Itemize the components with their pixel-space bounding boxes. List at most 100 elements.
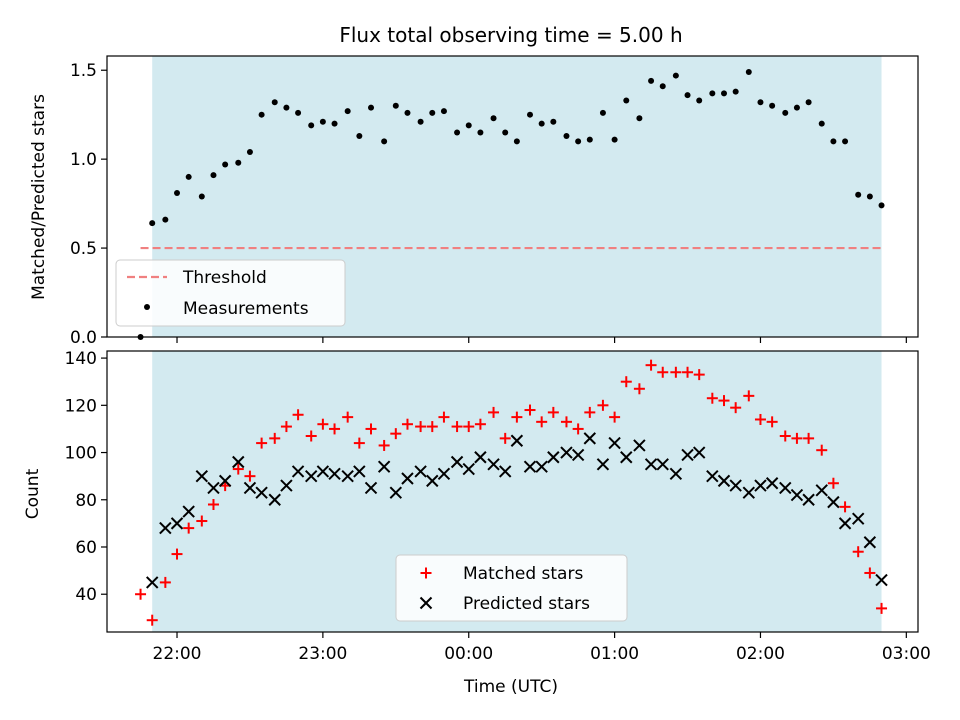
predicted-star-point <box>328 467 341 480</box>
measurement-point <box>271 99 278 106</box>
measurement-point <box>709 90 716 97</box>
measurement-point <box>782 109 789 116</box>
legend-predicted-swatch <box>419 596 433 610</box>
matched-star-point <box>244 470 256 482</box>
legend-box <box>395 554 628 622</box>
predicted-star-mark <box>195 469 209 483</box>
predicted-star-point <box>633 439 646 452</box>
bottom-y-tick-label: 80 <box>75 491 97 511</box>
measurement-point <box>818 120 825 127</box>
measurement-point <box>308 122 315 129</box>
measurement-point <box>805 99 812 106</box>
predicted-star-point <box>159 521 172 535</box>
predicted-star-point <box>790 488 804 502</box>
matched-star-point <box>816 444 828 456</box>
measurement-point <box>611 136 618 143</box>
measurement-point <box>246 149 253 156</box>
top-y-tick-label: 1.0 <box>70 150 97 170</box>
predicted-star-mark <box>182 505 195 518</box>
measurement-point <box>502 129 509 136</box>
matched-star-point <box>305 430 317 442</box>
predicted-star-point <box>523 460 537 473</box>
measurement-point <box>368 104 375 111</box>
matched-star-point <box>852 546 864 558</box>
predicted-star-point <box>510 434 524 447</box>
predicted-star-point <box>838 517 852 530</box>
predicted-star-mark <box>207 481 220 495</box>
predicted-star-point <box>305 469 318 483</box>
measurement-point <box>295 109 302 116</box>
measurement-point <box>793 104 800 111</box>
matched-star-point <box>135 588 147 600</box>
matched-star-point <box>401 418 413 430</box>
predicted-star-point <box>170 517 184 530</box>
measurement-point <box>878 202 885 209</box>
predicted-star-point <box>474 451 487 464</box>
top-y-tick-label: 0.5 <box>70 239 97 259</box>
predicted-star-mark <box>547 451 560 464</box>
predicted-star-mark <box>437 467 451 480</box>
predicted-star-mark <box>341 469 354 483</box>
predicted-star-mark <box>560 446 573 459</box>
measurement-point <box>404 109 411 116</box>
top-legend: Threshold Measurements <box>115 259 346 327</box>
measurement-point <box>648 77 655 84</box>
top-y-axis-label: Matched/Predicted stars <box>29 94 49 300</box>
matched-star-point <box>488 406 500 418</box>
matched-star-point <box>839 501 851 513</box>
bottom-axes-frame <box>106 350 919 633</box>
matched-star-point <box>511 411 523 423</box>
measurement-point <box>538 120 545 127</box>
measurement-point <box>477 129 484 136</box>
predicted-star-mark <box>656 458 669 471</box>
measurement-point <box>490 115 497 122</box>
predicted-star-mark <box>401 472 414 485</box>
measurement-point <box>331 120 338 127</box>
matched-star-point <box>827 477 839 489</box>
predicted-star-point <box>389 486 403 499</box>
predicted-star-mark <box>815 484 828 497</box>
predicted-star-point <box>583 432 597 445</box>
predicted-star-mark <box>450 455 464 469</box>
matched-star-point <box>426 421 438 433</box>
measurement-point <box>454 129 461 136</box>
predicted-star-mark <box>838 517 852 530</box>
chart-title: Flux total observing time = 5.00 h <box>339 23 682 47</box>
measurement-point <box>465 122 472 129</box>
matched-star-point <box>560 416 572 428</box>
bottom-series-0 <box>135 359 888 626</box>
predicted-star-mark <box>596 458 610 471</box>
measurement-point <box>417 118 424 125</box>
measurement-point <box>769 102 776 109</box>
predicted-star-mark <box>218 474 232 488</box>
predicted-star-mark <box>608 436 621 450</box>
measurement-point <box>659 83 666 90</box>
predicted-star-point <box>644 458 658 471</box>
top-axes-frame <box>106 55 919 338</box>
predicted-star-point <box>851 512 865 525</box>
predicted-star-mark <box>159 521 172 535</box>
predicted-star-mark <box>255 486 268 499</box>
measurement-point <box>696 97 703 104</box>
predicted-star-point <box>729 479 742 492</box>
matched-star-point <box>864 567 876 579</box>
predicted-star-point <box>195 469 209 483</box>
predicted-star-point <box>243 481 257 495</box>
predicted-star-mark <box>353 465 366 478</box>
predicted-star-mark <box>729 479 742 492</box>
predicted-star-mark <box>583 432 597 445</box>
predicted-star-point <box>681 448 694 462</box>
matched-star-point <box>536 416 548 428</box>
measurement-point <box>162 216 169 223</box>
bottom-x-tick-label: 00:00 <box>444 644 493 664</box>
predicted-star-mark <box>706 469 719 483</box>
matched-star-point <box>779 430 791 442</box>
predicted-star-point <box>669 467 683 480</box>
predicted-star-point <box>377 460 391 473</box>
predicted-star-mark <box>377 460 391 473</box>
predicted-star-point <box>450 455 464 469</box>
predicted-star-point <box>863 536 877 549</box>
predicted-star-point <box>182 505 195 518</box>
legend-box <box>115 259 346 327</box>
predicted-star-point <box>146 576 159 589</box>
